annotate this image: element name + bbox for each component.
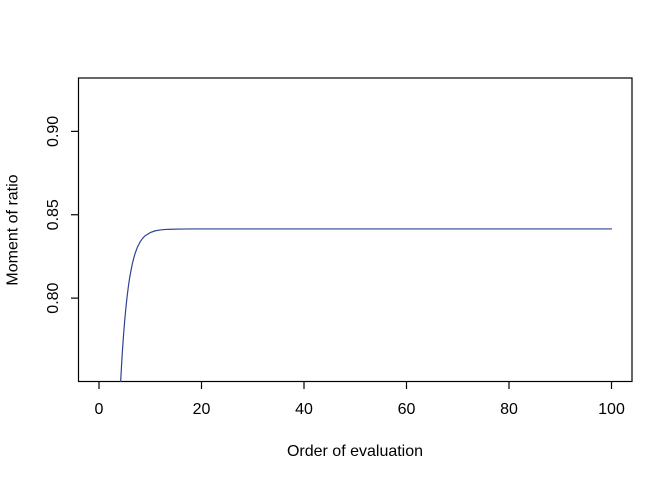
x-tick-label: 40	[295, 401, 313, 418]
y-tick-label: 0.80	[45, 282, 62, 313]
x-axis-title: Order of evaluation	[287, 443, 423, 460]
y-axis: 0.80 0.85 0.90	[45, 116, 79, 314]
x-tick-label: 60	[398, 401, 416, 418]
y-axis-title: Moment of ratio	[5, 174, 22, 285]
x-tick-label: 20	[193, 401, 211, 418]
x-tick-label: 100	[598, 401, 625, 418]
y-tick-label: 0.85	[45, 199, 62, 230]
x-tick-label: 80	[500, 401, 518, 418]
x-tick-label: 0	[95, 401, 104, 418]
plot-box	[77, 77, 633, 383]
y-tick-label: 0.90	[45, 116, 62, 147]
x-axis: 0 20 40 60 80 100	[95, 381, 625, 418]
data-series-line	[120, 228, 613, 383]
